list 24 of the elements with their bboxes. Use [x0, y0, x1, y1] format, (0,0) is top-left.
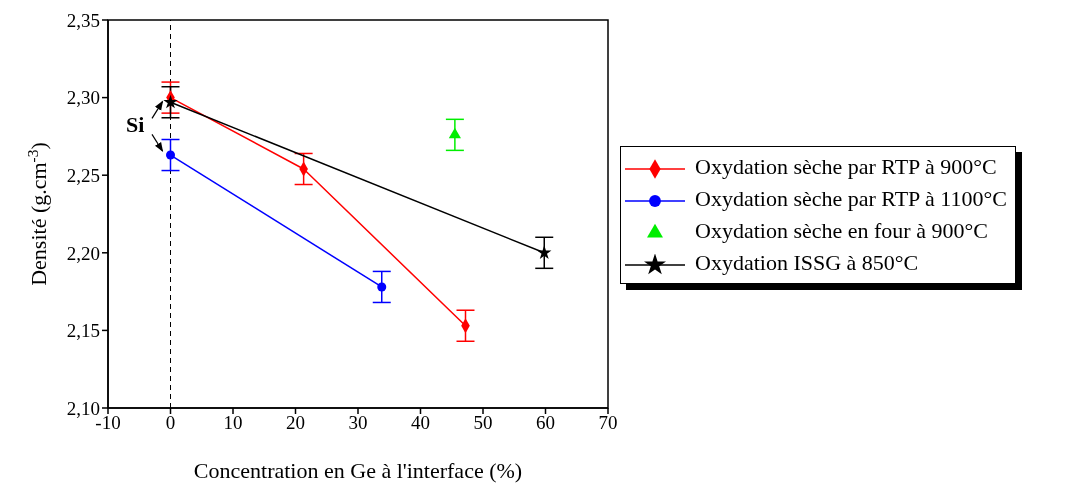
- annotation: Si: [126, 112, 145, 138]
- point: [537, 245, 552, 259]
- y-tick-label: 2,20: [66, 242, 100, 264]
- x-tick-label: 20: [286, 412, 305, 434]
- x-tick-label: 0: [165, 412, 176, 434]
- x-tick-label: 10: [223, 412, 243, 434]
- x-tick-label: 30: [348, 412, 368, 434]
- y-tick-label: 2,30: [66, 87, 100, 109]
- point: [165, 150, 176, 160]
- point: [163, 94, 178, 109]
- x-tick-label: 40: [411, 412, 430, 434]
- legend-label: Oxydation sèche par RTP à 900°C: [695, 154, 997, 179]
- legend-label: Oxydation sèche par RTP à 1100°C: [695, 186, 1007, 211]
- x-tick-label: 60: [536, 412, 555, 434]
- x-tick-label: 50: [473, 412, 493, 434]
- y-tick-label: 2,35: [66, 9, 100, 31]
- y-tick-label: 2,25: [66, 164, 100, 186]
- x-axis-title: Concentration en Ge à l'interface (%): [193, 458, 523, 483]
- legend-label: Oxydation sèche en four à 900°C: [695, 218, 988, 243]
- x-tick-label: 70: [598, 412, 618, 434]
- point: [377, 282, 387, 292]
- y-tick-label: 2,15: [66, 320, 100, 342]
- legend-label: Oxydation ISSG à 850°C: [695, 250, 919, 275]
- point: [448, 127, 461, 139]
